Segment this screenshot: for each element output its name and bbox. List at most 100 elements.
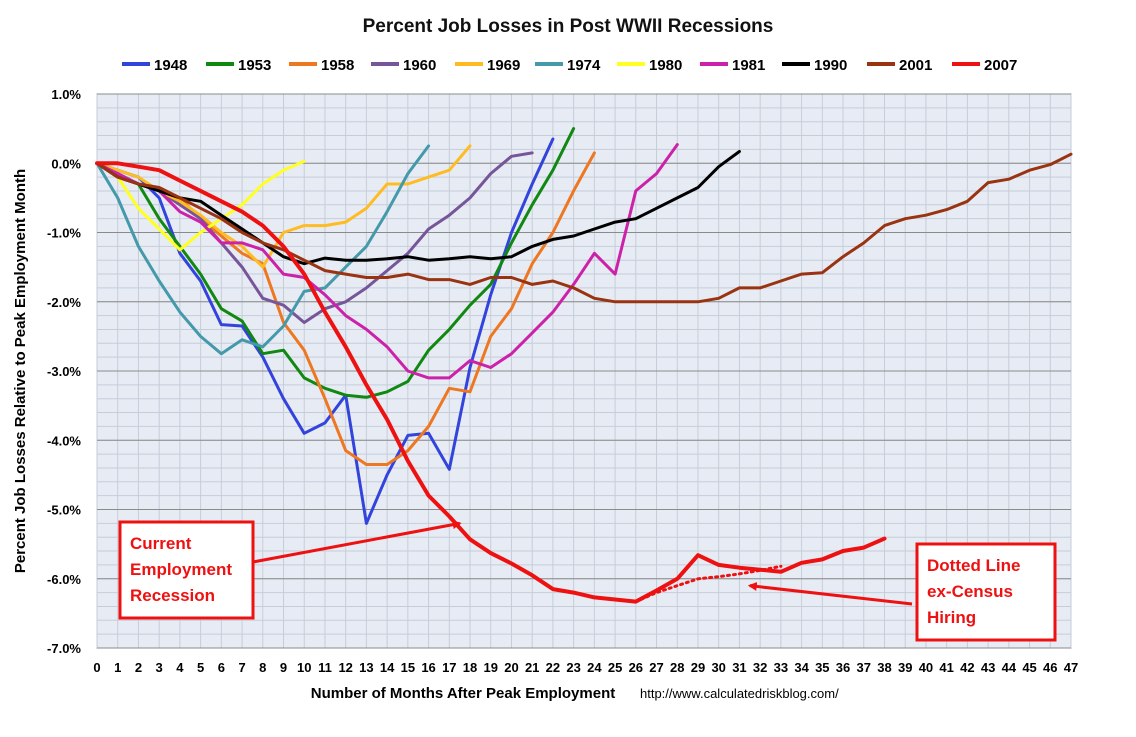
x-tick-label: 45 [1022,660,1036,675]
x-tick-label: 18 [463,660,477,675]
series-line-1980 [95,159,306,252]
chart-title: Percent Job Losses in Post WWII Recessio… [363,16,774,37]
y-tick-label: -4.0% [47,433,81,448]
callout-text-line: Current [130,534,192,553]
callout-text-line: Recession [130,586,215,605]
x-tick-label: 38 [877,660,891,675]
legend-label-2007: 2007 [984,57,1017,74]
y-tick-label: -3.0% [47,364,81,379]
x-tick-label: 34 [794,660,809,675]
x-tick-label: 39 [898,660,912,675]
x-tick-label: 29 [691,660,705,675]
x-tick-label: 41 [939,660,953,675]
legend-label-2001: 2001 [899,57,932,74]
x-tick-label: 46 [1043,660,1057,675]
legend-label-1948: 1948 [154,57,187,74]
x-tick-label: 3 [156,660,163,675]
x-tick-label: 43 [981,660,995,675]
major-gridlines [97,93,1071,649]
x-tick-label: 15 [401,660,415,675]
x-tick-label: 14 [380,660,395,675]
x-tick-label: 11 [318,660,332,675]
y-tick-label: -2.0% [47,295,81,310]
source-url: http://www.calculatedriskblog.com/ [640,686,839,701]
x-tick-label: 30 [711,660,725,675]
callout-text-line: Employment [130,560,232,579]
legend-label-1958: 1958 [321,57,354,74]
x-tick-label: 7 [238,660,245,675]
legend-label-1969: 1969 [487,57,520,74]
series-line-1960 [95,151,534,324]
x-tick-label: 24 [587,660,602,675]
x-tick-label: 31 [732,660,746,675]
x-tick-label: 33 [774,660,788,675]
legend-label-1953: 1953 [238,57,271,74]
series-line-2007 [95,161,887,604]
series-line-ex-census-dotted [634,564,783,604]
x-tick-label: 21 [525,660,539,675]
x-tick-label: 44 [1002,660,1017,675]
y-axis-label: Percent Job Losses Relative to Peak Empl… [12,169,29,573]
callout-arrow [252,520,462,564]
legend-label-1990: 1990 [814,57,847,74]
x-tick-label: 42 [960,660,974,675]
x-tick-label: 2 [135,660,142,675]
x-tick-label: 4 [176,660,184,675]
x-tick-label: 36 [836,660,850,675]
callout-box [915,542,1057,642]
x-tick-label: 1 [114,660,121,675]
x-tick-label: 25 [608,660,622,675]
callout-text-line: Hiring [927,608,976,627]
x-tick-label: 19 [484,660,498,675]
x-axis-label: Number of Months After Peak Employment [311,685,615,702]
y-tick-label: 0.0% [51,156,81,171]
callout-box [118,520,255,620]
callout-text-line: Dotted Line [927,556,1021,575]
series-lines [95,127,1073,604]
callout-arrow [747,581,913,606]
x-tick-label: 37 [857,660,871,675]
y-tick-label: -1.0% [47,226,81,241]
x-tick-label: 20 [504,660,518,675]
x-tick-label: 0 [93,660,100,675]
x-tick-label: 22 [546,660,560,675]
legend-label-1974: 1974 [567,57,601,74]
y-tick-label: 1.0% [51,87,81,102]
x-tick-label: 40 [919,660,933,675]
x-tick-label: 8 [259,660,266,675]
x-tick-label: 5 [197,660,204,675]
x-tick-label: 17 [442,660,456,675]
x-tick-label: 12 [338,660,352,675]
x-tick-label: 26 [629,660,643,675]
annotations: Current Employment Recession Dotted Line ex-… [118,520,1057,642]
legend-label-1980: 1980 [649,57,682,74]
x-tick-label: 6 [218,660,225,675]
x-tick-label: 9 [280,660,287,675]
x-tick-label: 47 [1064,660,1078,675]
legend-label-1960: 1960 [403,57,436,74]
callout-text-line: ex-Census [927,582,1013,601]
x-tick-label: 35 [815,660,829,675]
x-tick-label: 10 [297,660,311,675]
y-tick-label: -6.0% [47,572,81,587]
series-line-1990 [95,150,741,266]
x-tick-label: 27 [649,660,663,675]
x-tick-label: 32 [753,660,767,675]
y-tick-label: -7.0% [47,641,81,656]
series-line-1974 [95,144,431,356]
x-tick-label: 13 [359,660,373,675]
x-axis-ticks: 0 1 2 3 4 5 6 7 8 9 10 11 12 13 14 15 16 17 18 19 20 21 22 23 24… [93,660,1078,675]
callout-current-recession: Current Employment Recession [118,520,462,620]
legend: 1948 1953 1958 1960 1969 1974 1980 1981 1990 2001… [122,57,1017,74]
y-axis-ticks: 1.0% 0.0% -1.0% -2.0% -3.0% -4.0% -5.0% -6.0% -7… [47,87,81,656]
x-tick-label: 23 [566,660,580,675]
series-line-2001 [95,152,1073,304]
callout-ex-census: Dotted Line ex-Census Hiring [747,542,1057,642]
y-tick-label: -5.0% [47,503,81,518]
legend-label-1981: 1981 [732,57,765,74]
x-tick-label: 16 [421,660,435,675]
series-line-1981 [95,143,679,380]
x-tick-label: 28 [670,660,684,675]
